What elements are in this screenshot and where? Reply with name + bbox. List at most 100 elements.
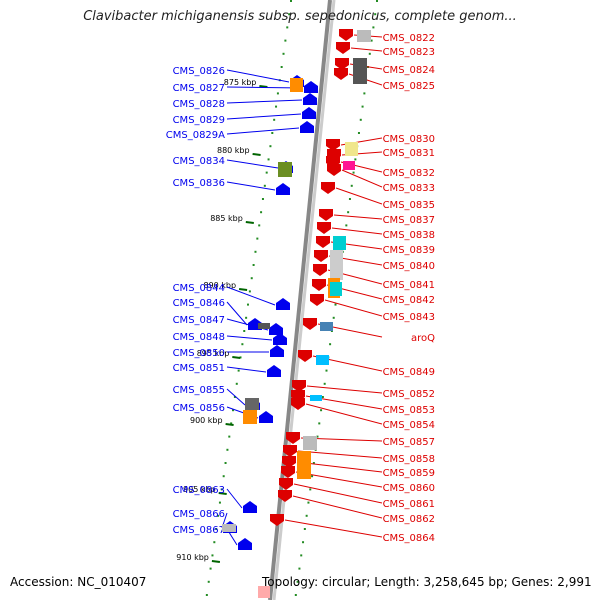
forward-gene-arrow bbox=[267, 365, 281, 377]
kbp-tick-mark bbox=[232, 356, 241, 359]
kbp-tick-label: 895 kbp bbox=[197, 349, 230, 358]
kbp-tick-mark bbox=[218, 492, 227, 495]
dark-feature-block bbox=[353, 58, 367, 84]
reverse-gene-label: CMS_0831 bbox=[383, 148, 435, 159]
forward-gene-leader bbox=[226, 301, 248, 326]
reverse-gene-label: CMS_0824 bbox=[383, 65, 435, 76]
gray-feature-block bbox=[303, 436, 317, 450]
forward-gene-arrow bbox=[259, 411, 273, 423]
reverse-gene-label: CMS_0833 bbox=[383, 183, 435, 194]
reverse-gene-arrow bbox=[286, 432, 300, 444]
reverse-lane-dots bbox=[374, 13, 377, 16]
forward-lane-dots bbox=[232, 409, 235, 412]
reverse-gene-arrow bbox=[336, 42, 350, 54]
kbp-tick-mark bbox=[259, 85, 268, 88]
reverse-gene-leader bbox=[305, 403, 383, 425]
reverse-lane-dots bbox=[354, 158, 357, 161]
forward-gene-leader bbox=[226, 388, 246, 406]
reverse-lane-dots bbox=[347, 211, 350, 214]
reverse-gene-label: CMS_0862 bbox=[383, 514, 435, 525]
orange-feature-block bbox=[290, 78, 303, 92]
reverse-gene-arrow bbox=[326, 139, 340, 151]
gray-feature-block bbox=[222, 524, 236, 532]
reverse-gene-arrow bbox=[298, 350, 312, 362]
reverse-gene-arrow bbox=[313, 264, 327, 276]
topology-summary: Topology: circular; Length: 3,258,645 bp… bbox=[262, 575, 592, 589]
kbp-tick-label: 875 kbp bbox=[224, 78, 257, 87]
forward-lane-dots bbox=[230, 422, 233, 425]
forward-gene-label: CMS_0826 bbox=[173, 66, 225, 77]
forward-gene-arrow bbox=[238, 538, 252, 550]
forward-gene-leader bbox=[226, 181, 276, 191]
forward-lane-dots bbox=[275, 105, 278, 108]
forward-lane-dots bbox=[224, 462, 227, 464]
reverse-gene-label: CMS_0823 bbox=[383, 47, 435, 58]
olive-feature-block bbox=[278, 162, 292, 177]
forward-lane-dots bbox=[237, 369, 240, 372]
forward-gene-label: CMS_0827 bbox=[173, 83, 225, 94]
reverse-lane-dots bbox=[361, 105, 364, 108]
forward-lane-dots bbox=[233, 396, 236, 398]
reverse-gene-arrow bbox=[278, 490, 292, 502]
forward-lane-dots bbox=[290, 0, 292, 2]
forward-lane-dots bbox=[207, 580, 210, 583]
reverse-gene-label: CMS_0839 bbox=[383, 245, 435, 256]
reverse-lane-dots bbox=[307, 501, 310, 504]
reverse-lane-dots bbox=[302, 541, 305, 544]
reverse-gene-arrow bbox=[291, 398, 305, 410]
reverse-lane-dots bbox=[311, 475, 314, 478]
reverse-gene-label: CMS_0858 bbox=[383, 454, 435, 465]
kbp-tick-mark bbox=[225, 423, 234, 426]
forward-lane-dots bbox=[243, 330, 246, 332]
orange-feature-block bbox=[297, 451, 311, 479]
forward-lane-dots bbox=[261, 198, 264, 200]
forward-gene-arrow bbox=[302, 107, 316, 119]
forward-lane-dots bbox=[245, 316, 248, 319]
reverse-lane-dots bbox=[352, 171, 355, 174]
reverse-gene-label: aroQ bbox=[411, 333, 435, 344]
reverse-gene-leader bbox=[331, 227, 383, 235]
forward-lane-dots bbox=[217, 514, 220, 517]
reverse-gene-label: CMS_0838 bbox=[383, 230, 435, 241]
accession-label: Accession: NC_010407 bbox=[10, 575, 147, 589]
forward-gene-arrow bbox=[276, 183, 290, 195]
reverse-gene-label: CMS_0853 bbox=[383, 405, 435, 416]
forward-gene-arrow bbox=[243, 501, 257, 513]
forward-gene-label: CMS_0863 bbox=[173, 485, 225, 496]
reverse-gene-label: CMS_0843 bbox=[383, 312, 435, 323]
reverse-gene-label: CMS_0835 bbox=[383, 200, 435, 211]
forward-gene-leader bbox=[226, 127, 300, 135]
forward-lane-dots bbox=[276, 92, 279, 95]
steelblue-feature-block bbox=[320, 322, 333, 331]
pink-feature-block bbox=[258, 586, 270, 598]
forward-lane-dots bbox=[226, 448, 229, 451]
forward-gene-label: CMS_0856 bbox=[173, 403, 225, 414]
reverse-gene-arrow bbox=[339, 29, 353, 41]
forward-lane-dots bbox=[271, 132, 274, 134]
reverse-lane-dots bbox=[325, 369, 328, 372]
reverse-gene-leader bbox=[293, 483, 383, 504]
forward-lane-dots bbox=[248, 290, 251, 293]
forward-lane-dots bbox=[235, 382, 238, 385]
forward-gene-label: CMS_0851 bbox=[173, 363, 225, 374]
reverse-lane-dots bbox=[294, 594, 297, 596]
forward-gene-label: CMS_0867 bbox=[173, 525, 225, 536]
reverse-lane-dots bbox=[305, 514, 308, 517]
reverse-lane-dots bbox=[345, 224, 348, 227]
kbp-tick-mark bbox=[211, 560, 221, 563]
forward-gene-arrow bbox=[270, 345, 284, 357]
reverse-gene-arrow bbox=[281, 466, 295, 478]
reverse-gene-arrow bbox=[292, 380, 306, 392]
reverse-lane-dots bbox=[372, 26, 375, 29]
reverse-gene-label: CMS_0860 bbox=[383, 483, 435, 494]
forward-lane-dots bbox=[258, 224, 261, 227]
reverse-gene-arrow bbox=[282, 456, 296, 468]
reverse-lane-dots bbox=[296, 580, 299, 583]
reverse-gene-leader bbox=[306, 385, 383, 394]
reverse-gene-arrow bbox=[335, 58, 349, 70]
reverse-lane-dots bbox=[359, 118, 362, 121]
forward-lane-dots bbox=[241, 343, 244, 346]
forward-lane-dots bbox=[246, 303, 249, 306]
reverse-gene-label: CMS_0859 bbox=[383, 468, 435, 479]
